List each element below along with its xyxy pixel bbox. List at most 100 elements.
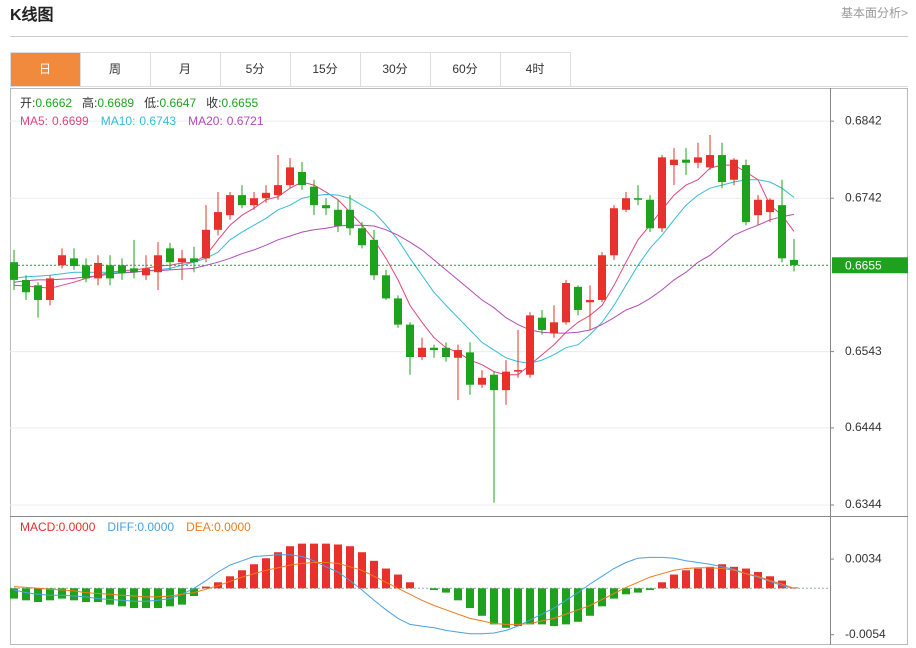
candle-body (466, 352, 474, 385)
macd-legend: MACD:0.0000 DIFF:0.0000 DEA:0.0000 (20, 520, 251, 534)
macd-bar (622, 588, 630, 595)
y-tick-label: 0.6344 (845, 497, 882, 511)
ohlc-value: 0.6662 (35, 96, 72, 110)
tab[interactable] (500, 52, 571, 87)
y-tick-label: 0.6444 (845, 420, 882, 434)
macd-bar (298, 543, 306, 589)
last-price-box (832, 257, 908, 274)
candle-body (106, 265, 114, 279)
macd-bar (550, 588, 558, 627)
macd-bar (10, 588, 18, 599)
macd-bar (118, 588, 126, 607)
candle-body (622, 198, 630, 210)
candle-body (82, 265, 90, 279)
candle-body (538, 317, 546, 331)
macd-bar (262, 558, 270, 589)
candle-body (634, 198, 642, 200)
candle-body (382, 275, 390, 299)
tab[interactable] (10, 52, 81, 87)
macd-bar (226, 576, 234, 589)
macd-bar (274, 552, 282, 589)
tab-label[interactable]: 60分 (452, 62, 477, 76)
page-title: K线图 (10, 5, 54, 24)
tab-label[interactable]: 日 (39, 62, 51, 76)
candle-body (490, 374, 498, 391)
macd-bar (526, 588, 534, 625)
candle-body (310, 186, 318, 206)
macd-legend-name: DEA: (186, 520, 214, 534)
chart-frame (10, 88, 908, 645)
macd-bar (730, 566, 738, 589)
candle-body (130, 268, 138, 273)
ma-legend-value: 0.6721 (227, 114, 264, 128)
tab-label[interactable]: 5分 (246, 62, 265, 76)
tab[interactable] (360, 52, 431, 87)
ma-legend-value: 0.6699 (52, 114, 89, 128)
candle-body (742, 165, 750, 223)
tab[interactable] (150, 52, 221, 87)
macd-bar (706, 566, 714, 589)
macd-bar (442, 588, 450, 593)
ohlc-value: 0.6689 (97, 96, 134, 110)
candle-body (610, 208, 618, 256)
macd-bar (742, 568, 750, 589)
macd-legend-name: MACD: (20, 520, 59, 534)
tab[interactable] (220, 52, 291, 87)
tab-label[interactable]: 周 (109, 62, 121, 76)
candle-body (178, 258, 186, 263)
y-tick-label: 0.6543 (845, 344, 882, 358)
candle-body (718, 155, 726, 183)
fundamentals-link[interactable]: 基本面分析> (841, 6, 908, 20)
tab-label[interactable]: 30分 (382, 62, 407, 76)
macd-bar (370, 560, 378, 589)
candle-body (430, 347, 438, 351)
macd-bar (94, 588, 102, 603)
candle-body (790, 259, 798, 266)
macd-bar (718, 564, 726, 589)
macd-legend-value: 0.0000 (59, 520, 96, 534)
macd-bar (586, 588, 594, 616)
ma-legend-name: MA5: (20, 114, 48, 128)
macd-bar (766, 576, 774, 589)
candle-body (406, 324, 414, 357)
candle-body (766, 199, 774, 213)
macd-bar (58, 588, 66, 599)
macd-legend-value: 0.0000 (214, 520, 251, 534)
tab[interactable] (80, 52, 151, 87)
macd-bar (538, 588, 546, 625)
macd-bar (106, 588, 114, 605)
tab-label[interactable]: 15分 (312, 62, 337, 76)
y-tick-label: 0.0034 (845, 551, 882, 565)
tab-label[interactable]: 月 (179, 62, 191, 76)
candle-body (658, 157, 666, 229)
macd-bar (334, 544, 342, 589)
candle-body (250, 198, 258, 206)
candle-body (214, 212, 222, 230)
candle-body (682, 159, 690, 163)
ohlc-value: 0.6655 (221, 96, 258, 110)
macd-bar (202, 586, 210, 589)
candle-body (730, 159, 738, 180)
macd-bar (250, 564, 258, 589)
y-tick-label: 0.6842 (845, 113, 882, 127)
ohlc-label: 高: (82, 95, 97, 110)
y-tick-label: 0.6742 (845, 190, 882, 204)
macd-bar (130, 588, 138, 609)
candle-body (598, 255, 606, 300)
macd-bar (34, 588, 42, 603)
candle-body (526, 315, 534, 375)
macd-bar (598, 588, 606, 607)
tab-label[interactable]: 4时 (526, 62, 545, 76)
macd-legend-value: 0.0000 (137, 520, 174, 534)
macd-bar (454, 588, 462, 601)
macd-bar (658, 582, 666, 589)
candle-body (94, 262, 102, 279)
macd-bar (478, 588, 486, 616)
candle-body (166, 248, 174, 263)
ma-legend: MA5: 0.6699 MA10: 0.6743 MA20: 0.6721 (20, 114, 264, 128)
macd-bar (646, 588, 654, 591)
candle-body (502, 371, 510, 391)
candle-body (190, 258, 198, 263)
candle-body (478, 377, 486, 385)
